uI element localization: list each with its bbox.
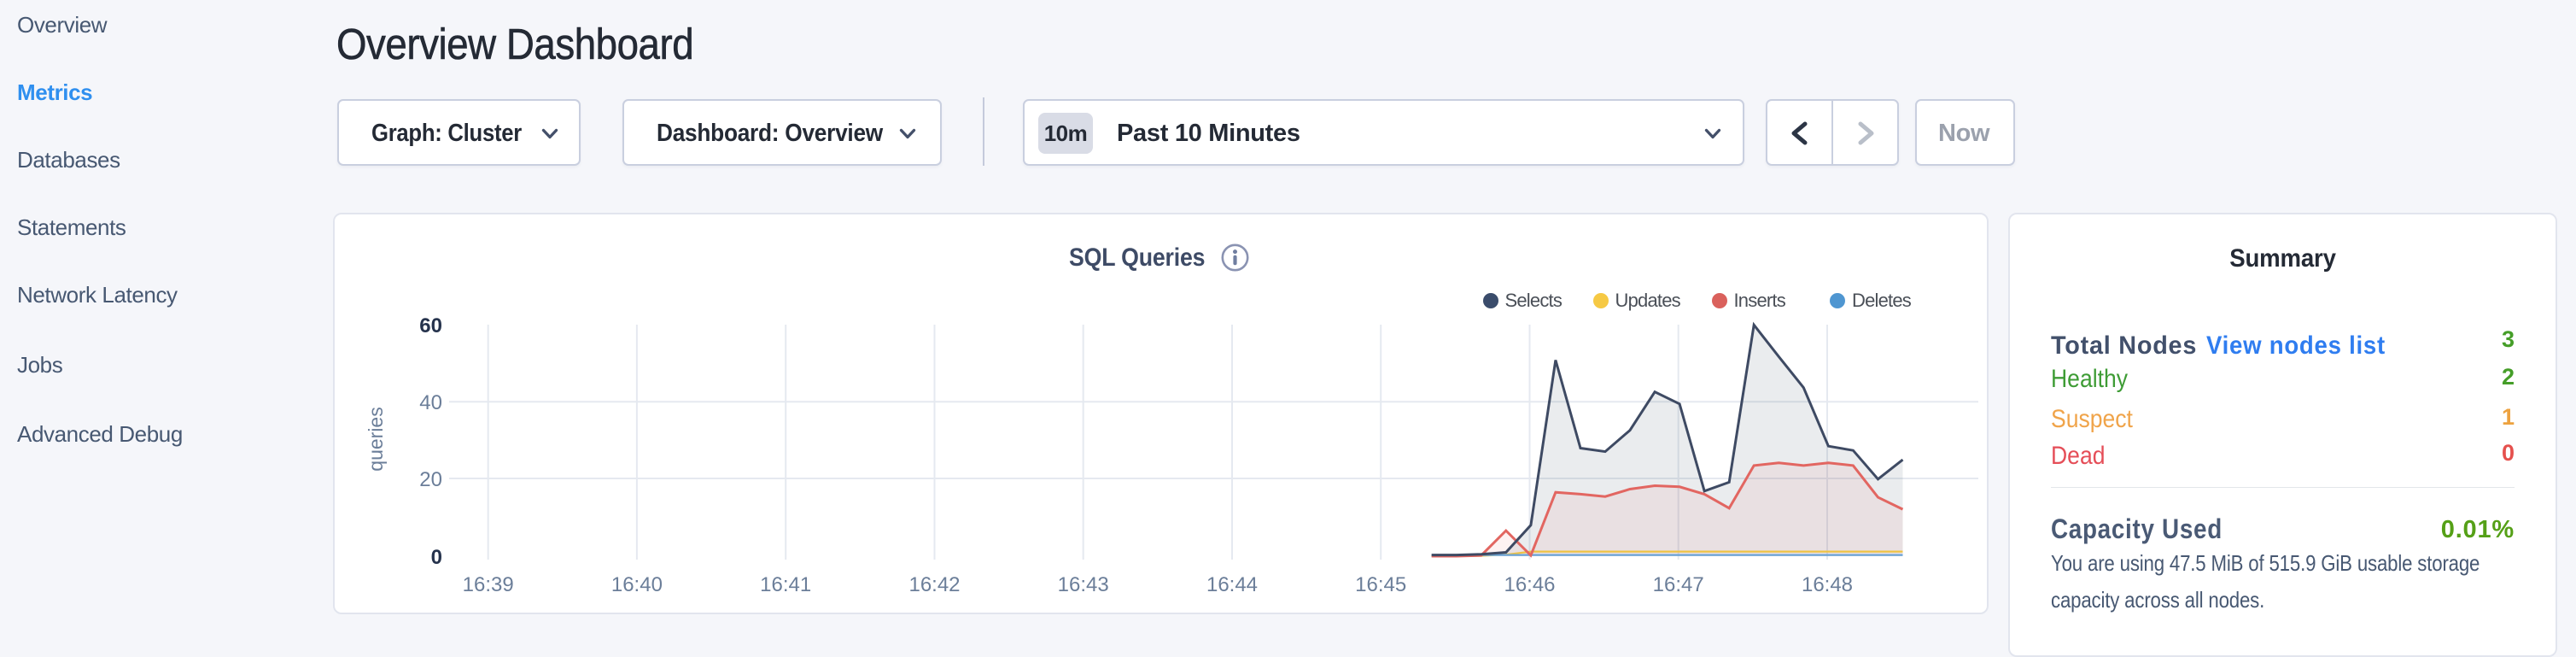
svg-text:60: 60 [419, 314, 442, 337]
svg-text:16:44: 16:44 [1206, 573, 1258, 596]
svg-text:16:46: 16:46 [1504, 573, 1555, 596]
svg-text:40: 40 [419, 391, 442, 414]
svg-text:16:45: 16:45 [1355, 573, 1406, 596]
svg-text:queries: queries [365, 407, 387, 471]
svg-text:16:41: 16:41 [760, 573, 811, 596]
svg-text:20: 20 [419, 468, 442, 491]
svg-text:16:47: 16:47 [1653, 573, 1704, 596]
svg-text:0: 0 [431, 546, 442, 569]
svg-text:16:43: 16:43 [1058, 573, 1109, 596]
svg-text:16:48: 16:48 [1802, 573, 1853, 596]
svg-text:16:42: 16:42 [908, 573, 960, 596]
svg-text:16:40: 16:40 [611, 573, 663, 596]
svg-text:16:39: 16:39 [463, 573, 514, 596]
